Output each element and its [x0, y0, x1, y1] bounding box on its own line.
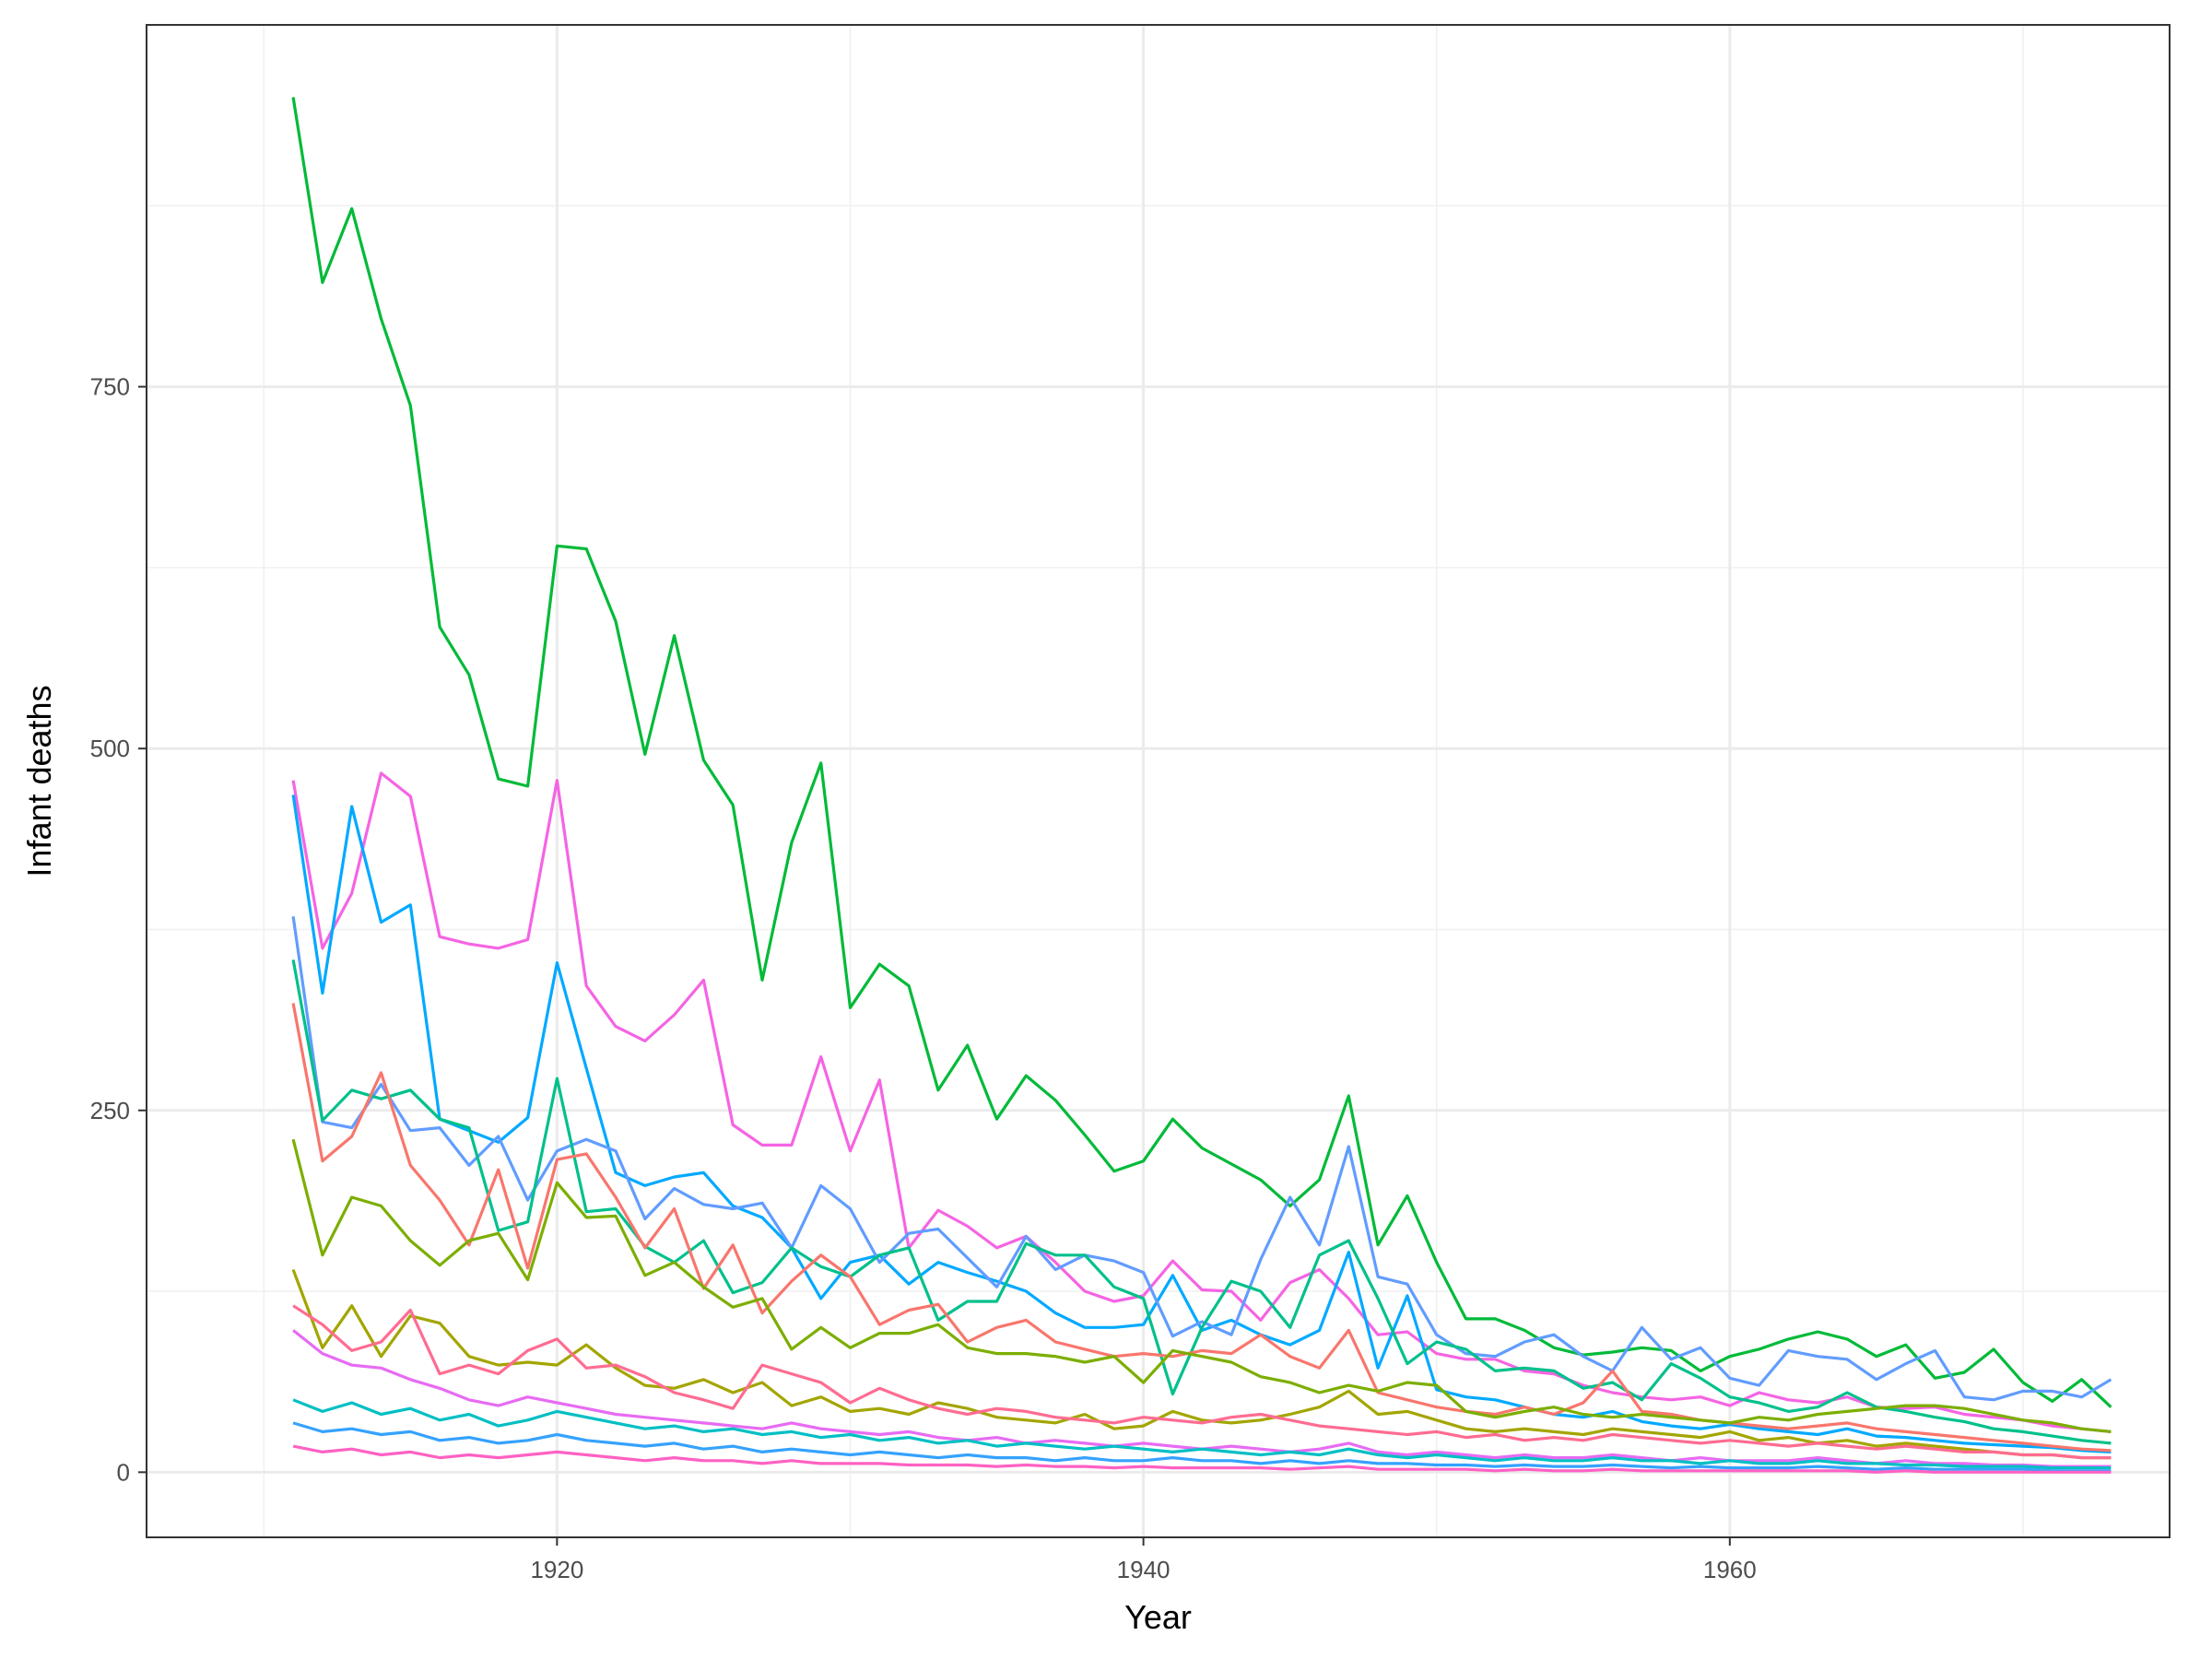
series-line-11: [292, 1398, 2112, 1470]
series-line-7: [291, 1138, 2112, 1433]
series-lines: [291, 97, 2112, 1474]
x-tick-label: 1960: [1703, 1556, 1757, 1583]
y-tick-label: 250: [90, 1097, 130, 1124]
series-line-4: [291, 916, 2112, 1402]
series-line-12: [292, 1421, 2112, 1473]
x-axis-ticks: 1920 1940 1960: [530, 1537, 1757, 1583]
series-line-1: [291, 97, 2112, 1408]
series-line-13: [292, 1444, 2112, 1474]
y-tick-label: 0: [117, 1458, 130, 1486]
y-axis-ticks: 0 250 500 750: [90, 373, 147, 1486]
x-axis-title: Year: [1124, 1598, 1192, 1636]
y-tick-label: 750: [90, 373, 130, 401]
plot-panel-border: [146, 24, 2171, 1538]
series-line-5: [291, 959, 2112, 1445]
x-tick-label: 1920: [530, 1556, 583, 1583]
y-tick-label: 500: [90, 735, 130, 762]
series-line-6: [291, 1003, 2112, 1453]
series-line-2: [291, 771, 2112, 1433]
series-line-8: [291, 1268, 2112, 1460]
x-tick-label: 1940: [1117, 1556, 1171, 1583]
series-line-9: [292, 1304, 2112, 1460]
minor-gridlines: [147, 25, 2170, 1537]
y-axis-title: Infant deaths: [20, 685, 58, 877]
